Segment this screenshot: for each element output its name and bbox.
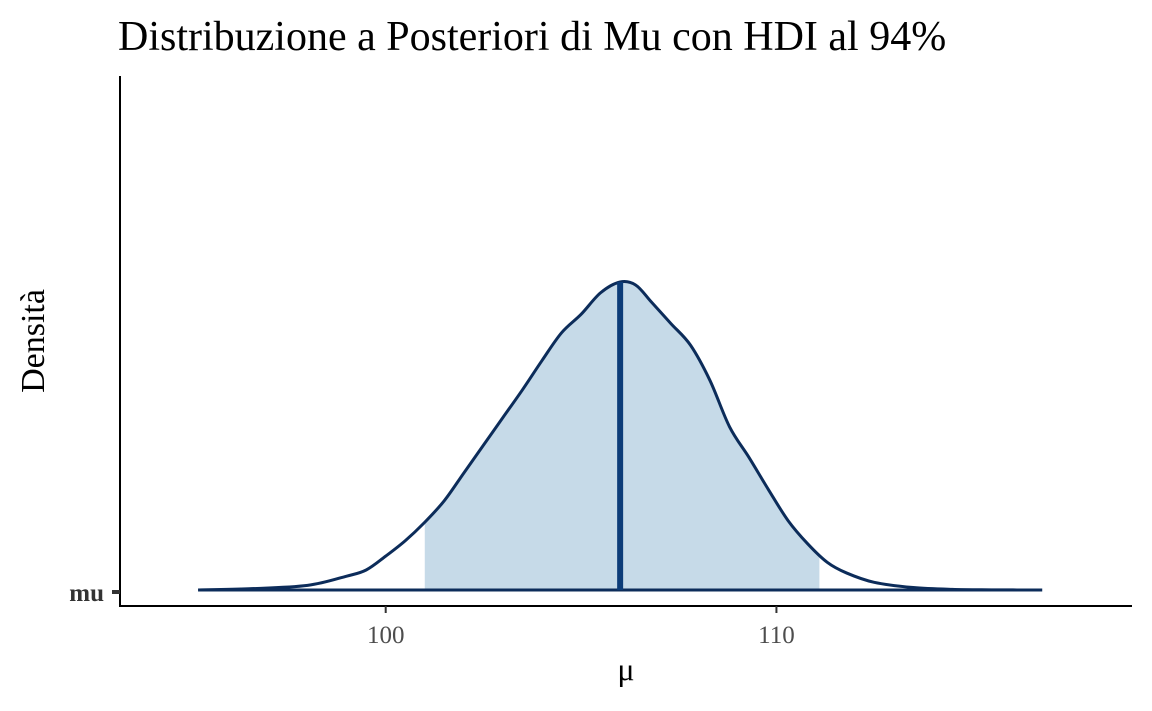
axes: mu 100 110 [69, 76, 1132, 649]
y-tick-label-mu: mu [69, 580, 104, 607]
y-axis-label: Densità [15, 289, 52, 393]
plot-area [198, 279, 1043, 592]
x-ticks: 100 110 [367, 606, 795, 649]
chart-title: Distribuzione a Posteriori di Mu con HDI… [118, 14, 946, 60]
x-tick-label-110: 110 [758, 622, 795, 649]
x-tick-label-100: 100 [367, 622, 405, 649]
x-axis-label: μ [617, 651, 634, 687]
